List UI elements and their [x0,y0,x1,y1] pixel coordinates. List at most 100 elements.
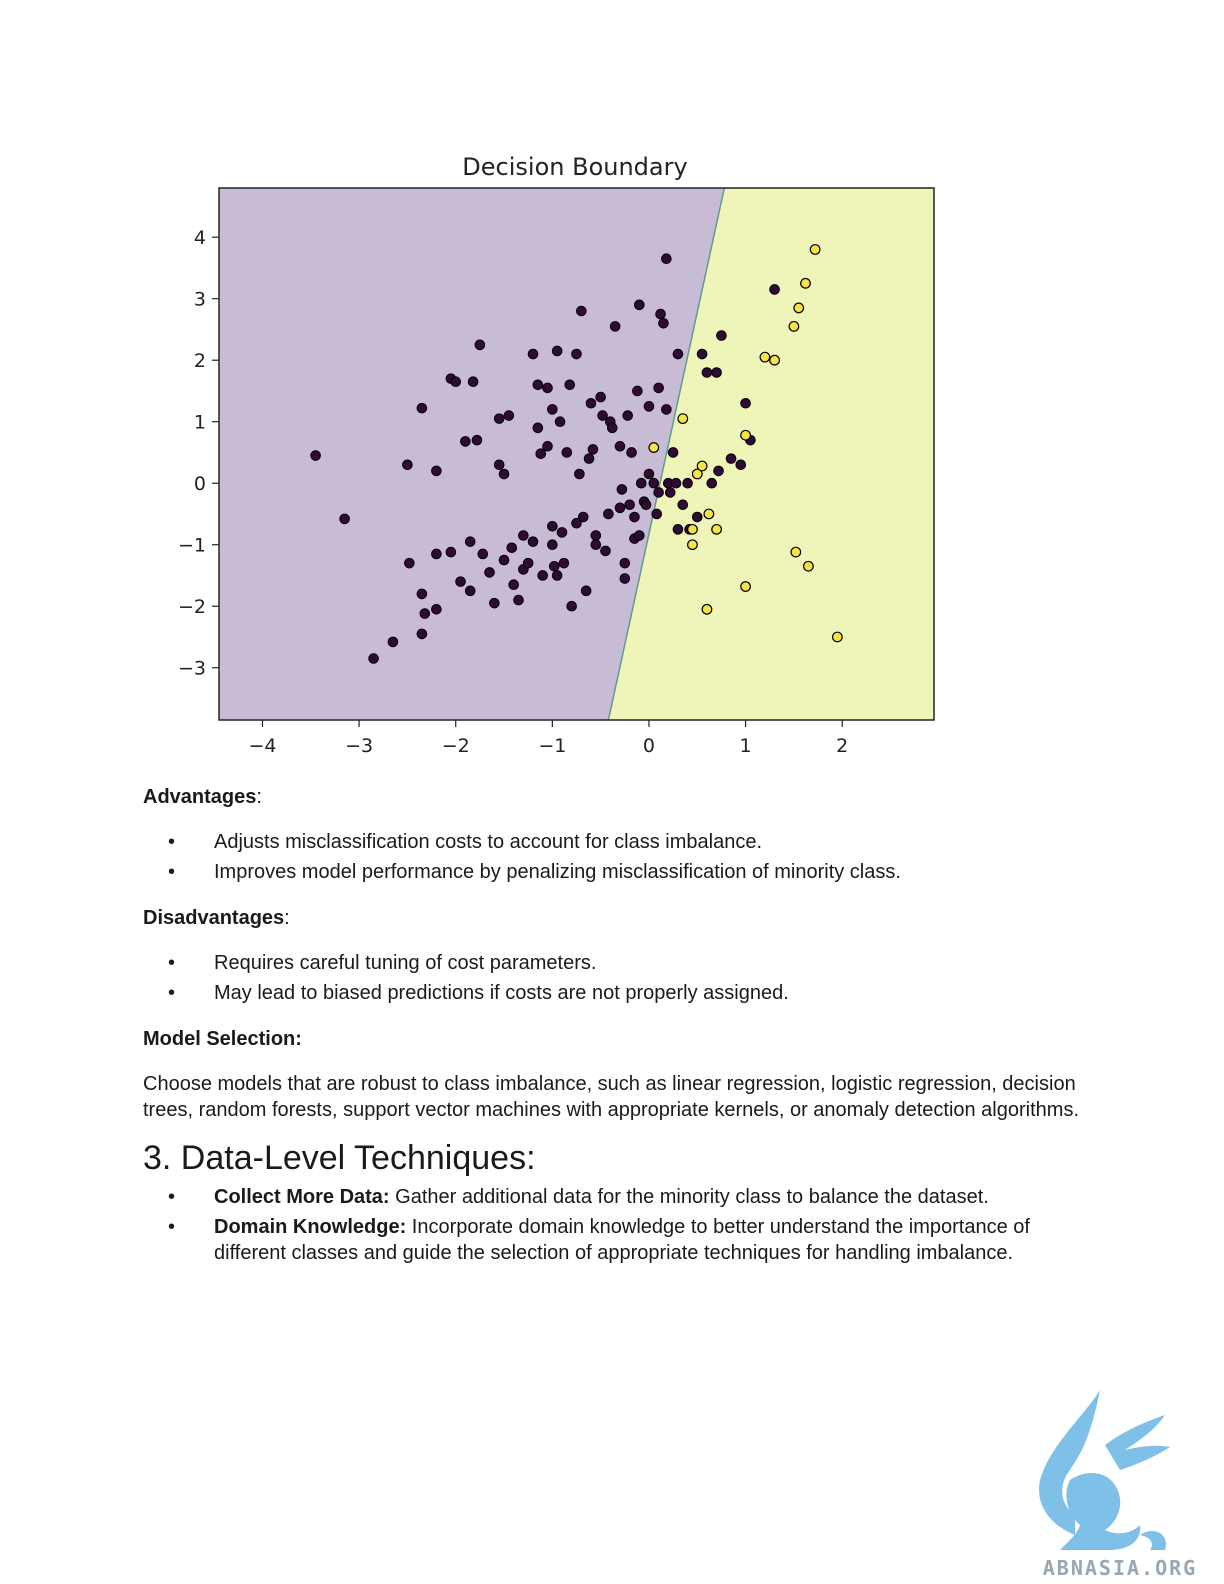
class-1-point [831,631,843,643]
class-0-point [634,530,645,541]
y-tick-label: 4 [194,227,206,249]
x-tick-label: 1 [740,735,752,757]
list-item: Requires careful tuning of cost paramete… [143,950,1083,976]
class-0-point [609,321,621,332]
class-0-point [542,441,553,452]
class-0-point [691,511,703,523]
list-item: May lead to biased predictions if costs … [143,980,1083,1006]
class-0-point [431,603,442,615]
class-0-point [471,434,483,446]
class-0-point [431,548,442,560]
class-1-region [608,188,934,720]
class-0-point [574,468,585,480]
class-0-point [622,410,634,421]
class-0-point [672,348,684,360]
class-0-point [566,600,577,612]
class-0-point [368,653,379,664]
class-0-point [606,422,618,434]
class-0-point [558,557,570,569]
x-tick-label: 0 [643,735,655,757]
class-0-point [640,499,652,511]
y-tick-label: −2 [178,596,206,618]
plot-frame [218,187,935,721]
list-item: Adjusts misclassification costs to accou… [143,829,1083,855]
class-0-point [711,367,722,378]
class-0-point [310,450,321,461]
class-0-point [551,345,563,357]
class-0-point [725,453,737,464]
class-1-point [703,508,715,520]
class-0-point [740,397,751,409]
class-0-point [576,305,587,317]
class-1-point [696,460,708,472]
list-item: Domain Knowledge: Incorporate domain kno… [143,1214,1083,1266]
abnasia-logo: ABNASIA.ORG [1039,1390,1195,1580]
class-0-region [219,188,725,720]
y-tick-label: 0 [194,473,206,495]
class-0-point [600,545,611,557]
class-1-point [711,523,723,535]
class-0-point [619,573,631,584]
class-0-point [419,608,431,619]
class-0-point [518,530,529,541]
class-1-point [648,442,660,453]
class-1-point [769,354,780,366]
class-0-point [614,502,626,514]
model-selection-text: Choose models that are robust to class i… [143,1073,1079,1121]
class-1-point [809,244,821,255]
class-0-point [583,453,595,464]
axis-ticks: −4 −3 −2 −1 0 1 2 −3 −2 −1 0 1 2 3 4 [178,227,848,757]
term: Domain Knowledge: [214,1216,407,1238]
class-0-point [561,447,573,458]
class-0-point [554,416,566,428]
class-1-point [793,302,805,314]
class-0-point [542,382,553,394]
class-0-point [670,477,682,489]
class-0-point [484,567,495,578]
section-heading: 3. Data-Level Techniques: [143,1139,536,1177]
class-0-point [713,465,724,477]
class-1-point [788,320,800,332]
chart-title: Decision Boundary [462,153,687,181]
class-0-point [548,560,560,572]
x-tick-label: −3 [345,735,373,757]
data-level-list: Collect More Data: Gather additional dat… [143,1184,1083,1266]
class-0-point [629,511,640,523]
class-0-point [672,524,684,535]
class-0-point [614,441,626,452]
class-0-point [416,588,428,600]
y-tick-label: −3 [178,658,206,680]
class-0-point [643,468,655,480]
class-0-point [677,499,689,511]
class-1-point [802,560,814,572]
class-0-point [648,477,660,489]
class-0-point [635,477,647,489]
class-0-point [653,487,664,498]
class-0-point [431,465,442,477]
class-0-point [634,299,645,311]
class-0-point [587,444,599,455]
class-0-point [498,468,510,480]
document-body: Advantages: Adjusts misclassification co… [143,786,1083,1288]
class-0-point [626,447,637,458]
x-tick-label: −1 [538,735,566,757]
model-selection-label: Model Selection: [143,1028,302,1050]
class-0-point [616,484,628,495]
class-0-point [643,401,655,412]
class-0-point [603,508,614,520]
y-tick-label: 2 [194,350,206,372]
class-0-point [527,348,539,360]
class-0-point [547,520,558,532]
class-0-point [590,539,602,551]
list-item: Collect More Data: Gather additional dat… [143,1184,1083,1210]
advantages-label: Advantages: [143,786,262,808]
class-0-point [513,594,524,606]
class-0-point [450,376,462,388]
y-tick-label: 3 [194,289,206,311]
class-0-point [532,422,544,434]
class-0-point [682,477,693,489]
class-0-point [655,308,666,320]
class-0-point [564,379,576,391]
class-0-point [696,348,708,360]
class-0-point [658,318,669,329]
